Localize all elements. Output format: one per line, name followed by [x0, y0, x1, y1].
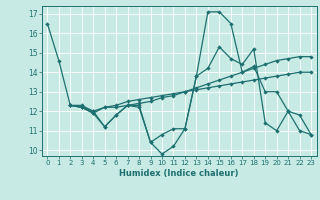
- X-axis label: Humidex (Indice chaleur): Humidex (Indice chaleur): [119, 169, 239, 178]
